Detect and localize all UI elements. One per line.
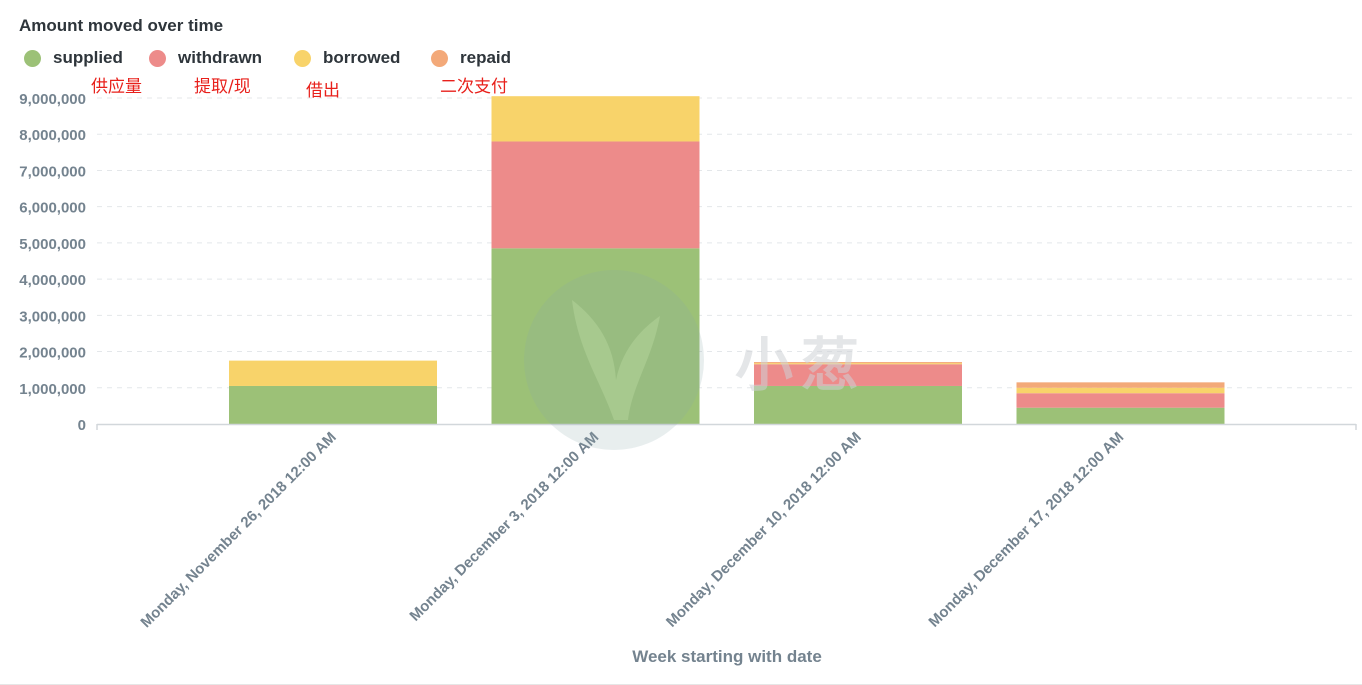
chart-title: Amount moved over time	[19, 16, 224, 35]
y-tick-label: 5,000,000	[19, 236, 86, 253]
x-tick-label: Monday, December 17, 2018 12:00 AM	[925, 429, 1127, 631]
bar-segment-withdrawn[interactable]	[1016, 393, 1225, 408]
y-tick-label: 9,000,000	[19, 91, 86, 108]
x-tick-label: Monday, December 3, 2018 12:00 AM	[406, 429, 602, 625]
legend-item-borrowed[interactable]: borrowed	[294, 48, 400, 68]
bar-segment-supplied[interactable]	[754, 385, 962, 424]
legend-dot-withdrawn	[149, 49, 166, 67]
bar-segment-supplied[interactable]	[1016, 407, 1225, 424]
annotation-supplied: 供应量	[91, 77, 142, 97]
legend-label-withdrawn: withdrawn	[178, 48, 263, 67]
x-axis-ticks: Monday, November 26, 2018 12:00 AM Monday…	[137, 429, 1127, 631]
watermark-text: 小葱	[735, 331, 868, 399]
y-tick-label: 7,000,000	[19, 163, 86, 180]
bar-segment-repaid[interactable]	[754, 362, 962, 364]
bar-segment-supplied[interactable]	[229, 385, 437, 424]
annotation-borrowed: 借出	[306, 81, 340, 101]
y-tick-label: 0	[78, 417, 86, 434]
legend-dot-borrowed	[294, 49, 311, 67]
y-tick-label: 8,000,000	[19, 127, 86, 144]
annotation-repaid: 二次支付	[440, 77, 508, 97]
legend-item-supplied[interactable]: supplied	[24, 48, 123, 68]
bar-segment-borrowed[interactable]	[491, 96, 700, 142]
bar-stacks	[229, 96, 1225, 424]
legend-label-supplied: supplied	[53, 48, 123, 67]
bar-segment-borrowed[interactable]	[229, 360, 437, 386]
bar-segment-borrowed[interactable]	[1016, 387, 1225, 394]
x-tick-label: Monday, November 26, 2018 12:00 AM	[137, 429, 339, 631]
bar-segment-withdrawn[interactable]	[754, 364, 962, 386]
y-tick-label: 6,000,000	[19, 200, 86, 217]
grid-lines	[97, 97, 1356, 389]
watermark-circle	[524, 270, 704, 450]
legend-dot-repaid	[431, 49, 448, 67]
bar-segment-repaid[interactable]	[1016, 382, 1225, 388]
y-tick-label: 1,000,000	[19, 381, 86, 398]
y-tick-label: 3,000,000	[19, 308, 86, 325]
annotation-withdrawn: 提取/现	[194, 77, 251, 97]
bar-segment-supplied[interactable]	[491, 248, 700, 424]
x-axis-title: Week starting with date	[632, 647, 822, 666]
y-tick-label: 4,000,000	[19, 272, 86, 289]
legend-label-borrowed: borrowed	[323, 48, 401, 67]
y-axis-ticks: 0 1,000,000 2,000,000 3,000,000 4,000,000 5,0…	[19, 91, 86, 434]
legend-item-withdrawn[interactable]: withdrawn	[149, 48, 262, 68]
legend-label-repaid: repaid	[460, 48, 512, 67]
legend-item-repaid[interactable]: repaid	[431, 48, 511, 68]
watermark-leaf-icon	[572, 300, 660, 420]
x-axis	[96, 423, 1357, 430]
bar-segment-withdrawn[interactable]	[491, 141, 700, 249]
x-tick-label: Monday, December 10, 2018 12:00 AM	[663, 429, 865, 631]
watermark-logo	[524, 270, 704, 450]
bar-segment-borrowed[interactable]	[754, 363, 962, 365]
legend-dot-supplied	[24, 49, 41, 67]
y-tick-label: 2,000,000	[19, 345, 86, 362]
